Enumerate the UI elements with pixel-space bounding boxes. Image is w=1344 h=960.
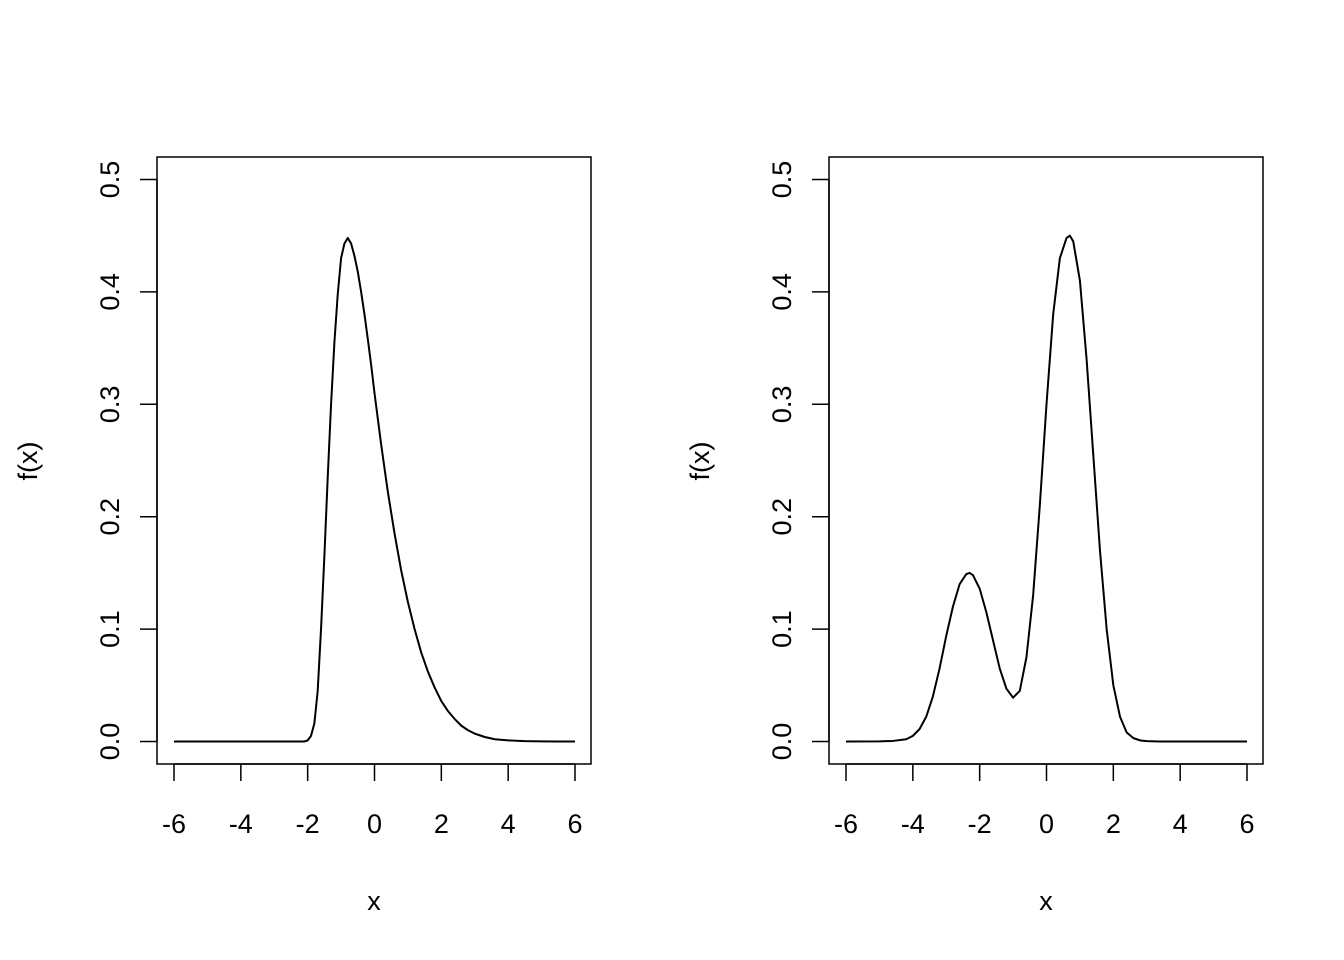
- x-axis: -6 -4 -2 0 2 4 6: [162, 763, 583, 839]
- y-tick-label: 0.3: [95, 386, 125, 424]
- density-curve-line: [174, 236, 576, 743]
- x-axis: -6 -4 -2 0 2 4 6: [834, 763, 1255, 839]
- x-tick-label: 6: [567, 809, 582, 839]
- x-tick-label: 4: [501, 809, 516, 839]
- y-axis: 0.0 0.1 0.2 0.3 0.4 0.5: [95, 161, 158, 761]
- x-tick-label: 2: [434, 809, 449, 839]
- x-tick-label: 6: [1239, 809, 1254, 839]
- x-tick-label: 0: [1039, 809, 1054, 839]
- y-tick-label: 0.4: [767, 273, 797, 311]
- x-tick-label: 4: [1173, 809, 1188, 839]
- plot-frame: [156, 156, 592, 765]
- x-tick-label: 0: [367, 809, 382, 839]
- density-curve-line: [845, 234, 1247, 743]
- y-tick-label: 0.2: [767, 498, 797, 536]
- right-density-plot: -6 -4 -2 0 2 4 6 0.0 0.1 0.2 0.3 0.4 0.5 x f(x): [685, 156, 1264, 916]
- x-tick-label: -6: [162, 809, 186, 839]
- x-tick-label: -2: [296, 809, 320, 839]
- x-axis-title: x: [1039, 886, 1053, 916]
- plot-frame: [828, 156, 1264, 765]
- y-tick-label: 0.0: [95, 723, 125, 761]
- x-tick-label: -2: [968, 809, 992, 839]
- y-axis-title: f(x): [685, 442, 715, 481]
- y-tick-label: 0.5: [767, 161, 797, 199]
- x-tick-label: -6: [834, 809, 858, 839]
- y-tick-label: 0.2: [95, 498, 125, 536]
- y-tick-label: 0.1: [767, 610, 797, 648]
- x-tick-label: -4: [901, 809, 925, 839]
- y-tick-label: 0.1: [95, 610, 125, 648]
- y-axis-title: f(x): [13, 442, 43, 481]
- x-tick-label: -4: [229, 809, 253, 839]
- x-axis-title: x: [367, 886, 381, 916]
- x-tick-label: 2: [1106, 809, 1121, 839]
- y-tick-label: 0.3: [767, 386, 797, 424]
- y-tick-label: 0.5: [95, 161, 125, 199]
- y-axis: 0.0 0.1 0.2 0.3 0.4 0.5: [767, 161, 830, 761]
- y-tick-label: 0.0: [767, 723, 797, 761]
- y-tick-label: 0.4: [95, 273, 125, 311]
- left-density-plot: -6 -4 -2 0 2 4 6 0.0 0.1 0.2 0.3 0.4 0.5 x f(x): [13, 156, 592, 916]
